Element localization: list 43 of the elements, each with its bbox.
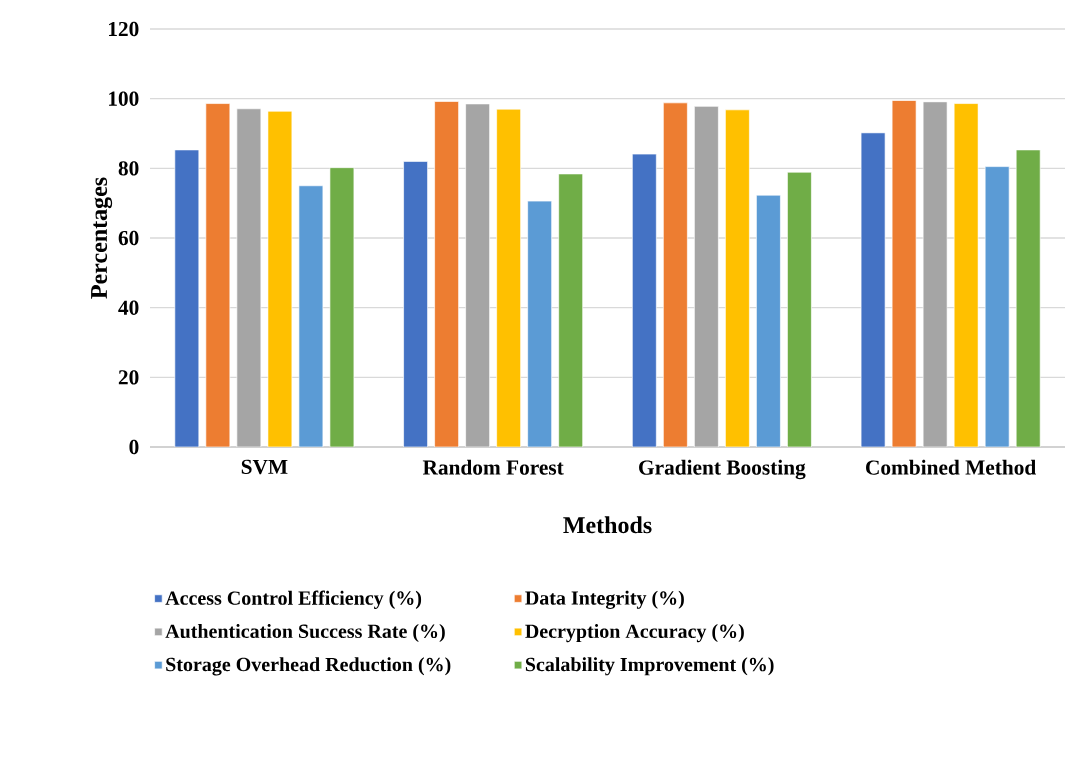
bar (891, 100, 917, 448)
bar (953, 103, 979, 448)
bar (1015, 149, 1041, 448)
bar (725, 109, 750, 448)
y-tick-label: 120 (109, 21, 139, 37)
bar (496, 108, 521, 448)
bar (694, 106, 719, 448)
bar (403, 161, 428, 448)
bar (267, 110, 293, 448)
legend-label: Authentication Success Rate (%) (165, 623, 445, 643)
y-tick-label: 60 (118, 230, 139, 246)
bar (205, 103, 231, 448)
y-tick-label: 100 (109, 91, 139, 106)
legend-label: Access Control Efficiency (%) (165, 590, 422, 609)
bar (236, 108, 262, 448)
legend-label: Data Integrity (%) (525, 590, 684, 609)
bar (663, 102, 688, 448)
bar (527, 200, 553, 448)
bar (174, 149, 200, 448)
legend-label: Scalability Improvement (%) (525, 657, 774, 676)
x-tick-label: SVM (241, 459, 288, 475)
x-tick-label: Random Forest (422, 459, 564, 475)
bar (631, 153, 657, 448)
y-tick-label: 20 (118, 370, 139, 385)
bar (434, 101, 459, 448)
x-tick-label: Gradient Boosting (639, 459, 806, 480)
y-axis-title: Percentages (91, 177, 113, 299)
x-axis-title: Methods (563, 516, 652, 534)
bar (558, 173, 584, 448)
y-tick-label: 0 (129, 439, 139, 455)
y-tick-label: 40 (118, 300, 139, 315)
bar (922, 101, 948, 448)
legend-label: Storage Overhead Reduction (%) (166, 657, 451, 676)
bar (329, 167, 355, 448)
y-tick-label: 80 (118, 161, 139, 176)
bar (298, 185, 324, 448)
x-tick-label: Combined Method (866, 459, 1037, 475)
bar (984, 166, 1010, 448)
bar (756, 194, 781, 448)
legend-label: Decryption Accuracy (%) (525, 623, 744, 643)
bar (465, 103, 490, 448)
bar (787, 171, 812, 448)
bar (860, 132, 886, 448)
